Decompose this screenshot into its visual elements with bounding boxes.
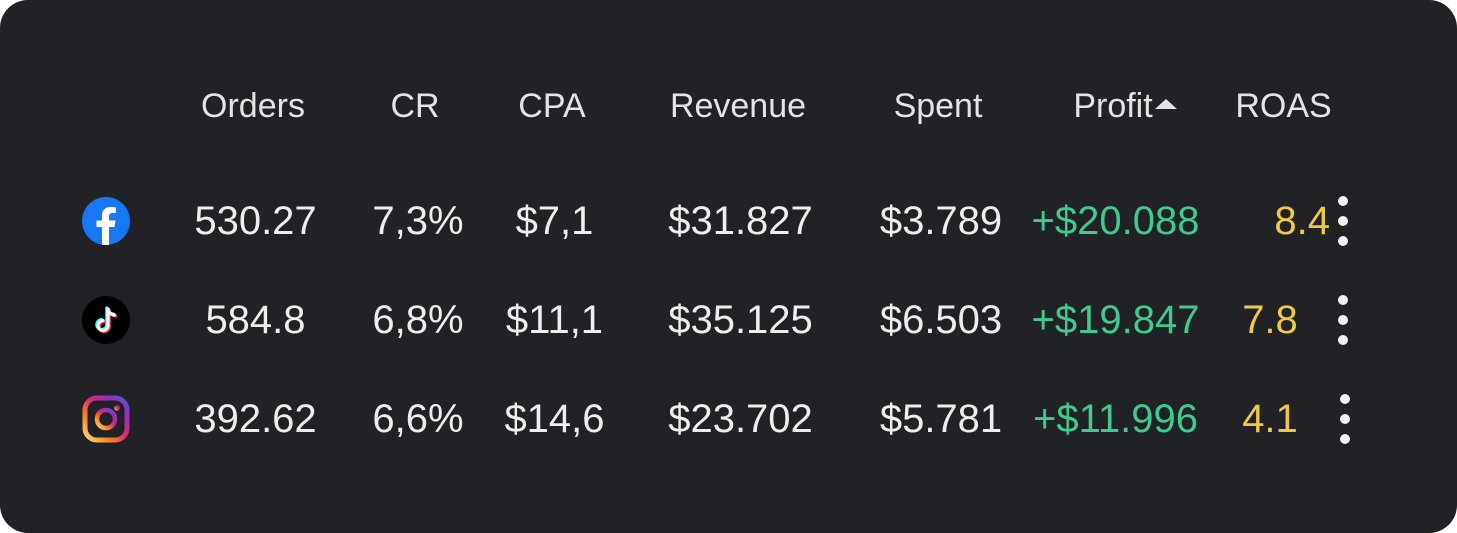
more-vertical-icon[interactable] [1327, 295, 1359, 345]
cell-cr: 6,6% [372, 397, 464, 441]
instagram-icon [82, 395, 130, 443]
cell-cpa: $7,1 [515, 199, 594, 243]
cell-orders: 530.27 [194, 199, 317, 243]
column-header-profit[interactable]: Profit [1055, 84, 1195, 128]
tiktok-icon [82, 296, 130, 344]
cell-profit: +$20.088 [1031, 199, 1200, 243]
cell-roas: 7.8 [1242, 298, 1298, 342]
cell-revenue: $31.827 [668, 199, 813, 243]
table-row: 584.8 6,8% $11,1 $35.125 $6.503 +$19.847… [0, 285, 1457, 355]
cell-roas: 8.4 [1274, 199, 1330, 243]
cell-spent: $5.781 [879, 397, 1003, 441]
cell-profit: +$19.847 [1031, 298, 1200, 342]
cell-profit: +$11.996 [1033, 397, 1198, 441]
cell-cr: 6,8% [372, 298, 464, 342]
cell-spent: $6.503 [879, 298, 1003, 342]
cell-revenue: $23.702 [668, 397, 813, 441]
cell-orders: 584.8 [205, 298, 306, 342]
cell-cpa: $11,1 [505, 298, 604, 342]
column-header-orders[interactable]: Orders [201, 87, 305, 125]
cell-cr: 7,3% [372, 199, 464, 243]
cell-orders: 392.62 [194, 397, 317, 441]
column-header-cr[interactable]: CR [390, 87, 440, 125]
cell-revenue: $35.125 [668, 298, 813, 342]
column-header-roas[interactable]: ROAS [1235, 87, 1332, 125]
column-header-revenue[interactable]: Revenue [669, 87, 807, 125]
cell-cpa: $14,6 [504, 397, 605, 441]
cell-roas: 4.1 [1242, 397, 1298, 441]
table-row: 392.62 6,6% $14,6 $23.702 $5.781 +$11.99… [0, 384, 1457, 454]
column-header-spent[interactable]: Spent [893, 87, 983, 125]
more-vertical-icon[interactable] [1327, 196, 1359, 246]
more-vertical-icon[interactable] [1329, 394, 1361, 444]
column-header-profit-label: Profit [1073, 87, 1153, 125]
cell-spent: $3.789 [879, 199, 1003, 243]
facebook-icon [82, 197, 130, 245]
table-row: 530.27 7,3% $7,1 $31.827 $3.789 +$20.088… [0, 186, 1457, 256]
sort-ascending-icon [1154, 99, 1177, 110]
column-header-cpa[interactable]: CPA [518, 87, 586, 125]
